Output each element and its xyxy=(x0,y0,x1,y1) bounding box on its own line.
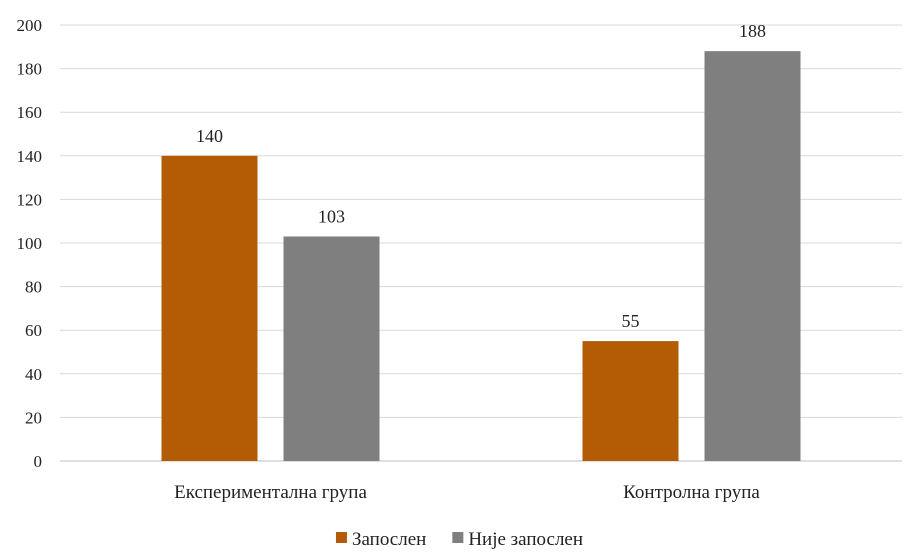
data-labels: 140 103 55 188 xyxy=(196,21,766,331)
y-tick-label: 60 xyxy=(25,321,42,340)
y-tick-label: 160 xyxy=(17,103,43,122)
y-tick-label: 80 xyxy=(25,278,42,297)
legend-swatch xyxy=(335,532,347,543)
y-axis-ticks: 0 20 40 60 80 100 120 140 160 180 200 xyxy=(17,16,43,471)
bar-employed-0 xyxy=(161,155,258,462)
bars xyxy=(161,51,801,462)
bar-not-employed-0 xyxy=(283,236,380,461)
category-label: Експериментална група xyxy=(174,482,367,503)
bar-employed-1 xyxy=(582,341,679,461)
data-label: 188 xyxy=(739,21,766,41)
legend-item-employed: Запослен xyxy=(335,529,426,550)
data-label: 140 xyxy=(196,126,223,146)
legend-label: Није запослен xyxy=(468,529,583,550)
y-tick-label: 20 xyxy=(25,408,42,427)
bar-not-employed-1 xyxy=(704,51,801,461)
y-tick-label: 100 xyxy=(17,234,43,253)
y-tick-label: 0 xyxy=(34,452,43,471)
y-tick-label: 200 xyxy=(17,16,43,35)
x-axis-categories: Експериментална група Контролна група xyxy=(174,482,760,503)
legend-label: Запослен xyxy=(352,529,426,550)
data-label: 103 xyxy=(318,206,345,226)
legend: Запослен Није запослен xyxy=(335,529,583,550)
data-label: 55 xyxy=(622,311,640,331)
category-label: Контролна група xyxy=(623,482,760,503)
y-tick-label: 180 xyxy=(17,60,43,79)
y-tick-label: 140 xyxy=(17,147,43,166)
y-tick-label: 120 xyxy=(17,190,43,209)
y-tick-label: 40 xyxy=(25,365,42,384)
legend-swatch xyxy=(452,532,464,543)
legend-item-not-employed: Није запослен xyxy=(452,529,583,550)
